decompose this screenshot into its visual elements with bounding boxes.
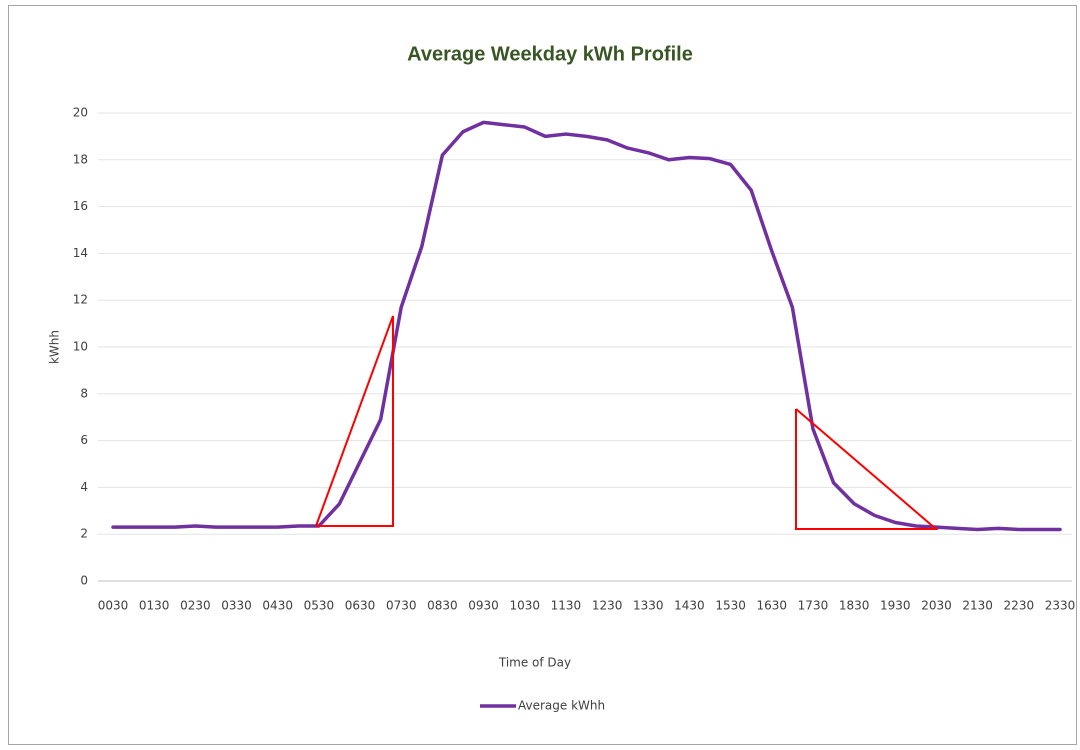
chart-title: Average Weekday kWh Profile (407, 43, 693, 65)
y-tick-label: 16 (73, 199, 88, 213)
x-tick-label: 1230 (592, 599, 623, 613)
x-tick-label: 1030 (509, 599, 540, 613)
x-tick-label: 1930 (880, 599, 911, 613)
y-tick-label: 0 (80, 574, 88, 588)
x-tick-label: 0330 (221, 599, 252, 613)
legend: Average kWhh (480, 699, 605, 713)
y-tick-label: 12 (73, 293, 88, 307)
x-tick-label: 2330 (1045, 599, 1076, 613)
y-tick-label: 8 (80, 386, 88, 400)
x-tick-label: 1730 (798, 599, 829, 613)
annotation-triangle (315, 315, 394, 527)
plot (111, 120, 1062, 532)
y-tick-label: 2 (80, 527, 88, 541)
x-tick-label: 1630 (757, 599, 788, 613)
legend-label: Average kWhh (518, 699, 605, 713)
x-tick-label: 0830 (427, 599, 458, 613)
x-tick-label: 0730 (386, 599, 417, 613)
grid: 0 2 4 6 8 10 12 14 16 18 20 0030 0130 0230 0330 0430 053… (73, 106, 1076, 613)
x-tick-label: 2130 (962, 599, 993, 613)
x-tick-label: 2230 (1004, 599, 1035, 613)
x-tick-label: 0530 (304, 599, 335, 613)
y-axis-label: kWhh (48, 330, 62, 364)
x-tick-label: 0930 (468, 599, 499, 613)
x-tick-label: 0630 (345, 599, 376, 613)
chart-frame (8, 5, 1077, 745)
x-tick-label: 1530 (715, 599, 746, 613)
y-tick-label: 6 (80, 433, 88, 447)
x-axis-label: Time of Day (498, 656, 571, 670)
x-tick-label: 2030 (921, 599, 952, 613)
x-tick-label: 0430 (262, 599, 293, 613)
x-tick-label: 0230 (180, 599, 211, 613)
annotation-triangle (795, 408, 939, 530)
y-tick-label: 4 (80, 480, 88, 494)
x-tick-label: 1130 (551, 599, 582, 613)
x-tick-label: 1830 (839, 599, 870, 613)
data-line (111, 120, 1062, 532)
x-tick-label: 1330 (633, 599, 664, 613)
y-tick-label: 10 (73, 340, 88, 354)
y-tick-label: 20 (73, 106, 88, 120)
x-tick-label: 0030 (98, 599, 129, 613)
x-tick-label: 0130 (139, 599, 170, 613)
x-tick-label: 1430 (674, 599, 705, 613)
y-tick-label: 18 (73, 152, 88, 166)
y-tick-label: 14 (73, 246, 88, 260)
